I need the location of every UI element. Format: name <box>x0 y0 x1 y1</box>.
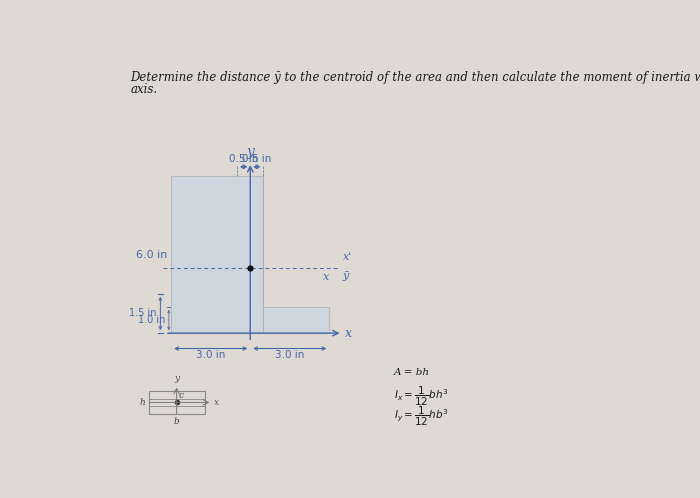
Text: 0.5 in: 0.5 in <box>229 154 258 164</box>
Text: 3.0 in: 3.0 in <box>196 350 225 360</box>
Text: 0.5 in: 0.5 in <box>242 154 272 164</box>
Text: $I_y = \dfrac{1}{12}hb^3$: $I_y = \dfrac{1}{12}hb^3$ <box>393 405 449 428</box>
Text: axis.: axis. <box>130 83 158 96</box>
Text: 1.0 in: 1.0 in <box>138 315 165 325</box>
Text: Determine the distance ȳ to the centroid of the area and then calculate the mome: Determine the distance ȳ to the centroid… <box>130 71 700 84</box>
Text: y: y <box>246 145 254 159</box>
Bar <box>172 176 263 333</box>
Text: c: c <box>179 391 184 400</box>
Text: b: b <box>174 417 179 426</box>
Text: 3.0 in: 3.0 in <box>275 350 304 360</box>
Text: 1.5 in: 1.5 in <box>129 308 157 319</box>
Bar <box>148 391 204 414</box>
Text: y: y <box>174 374 179 383</box>
Text: $I_x = \dfrac{1}{12}bh^3$: $I_x = \dfrac{1}{12}bh^3$ <box>393 384 449 408</box>
Bar <box>263 307 329 333</box>
Text: h: h <box>140 398 146 407</box>
Text: x: x <box>345 327 352 340</box>
Text: x': x' <box>342 251 351 261</box>
Text: A = bh: A = bh <box>393 368 430 377</box>
Text: x: x <box>323 272 330 282</box>
Text: ȳ: ȳ <box>342 271 349 281</box>
Text: x: x <box>214 398 219 407</box>
Text: 6.0 in: 6.0 in <box>136 249 167 259</box>
